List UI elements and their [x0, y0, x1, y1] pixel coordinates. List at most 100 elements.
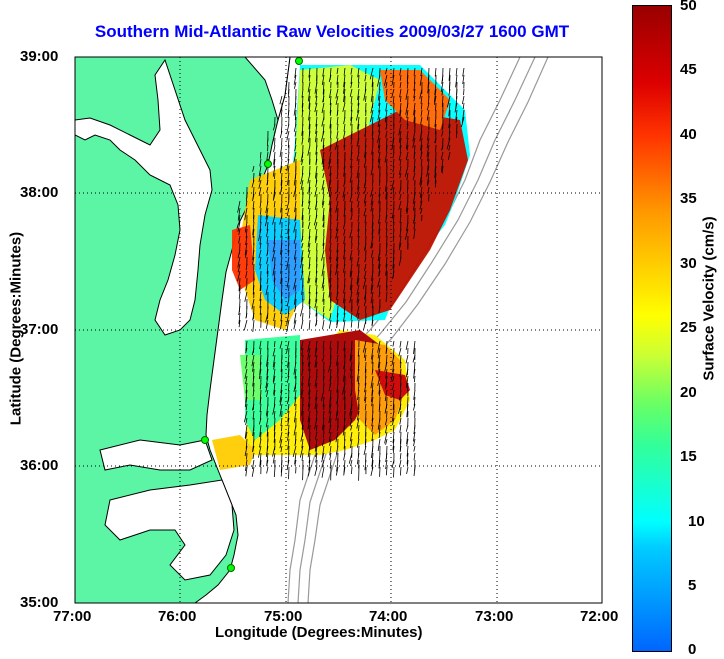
velocity-arrow — [343, 312, 346, 322]
velocity-arrow — [314, 438, 318, 452]
velocity-arrow — [322, 291, 325, 302]
velocity-arrow — [350, 165, 353, 174]
velocity-arrow — [343, 179, 346, 187]
velocity-arrow — [391, 179, 395, 191]
velocity-arrow — [308, 67, 311, 78]
velocity-arrow — [238, 235, 241, 244]
velocity-arrow — [448, 144, 451, 151]
velocity-arrow — [314, 130, 318, 143]
velocity-arrow — [406, 445, 409, 457]
velocity-arrow — [434, 137, 437, 144]
velocity-arrow — [357, 242, 360, 251]
velocity-arrow — [357, 186, 360, 195]
velocity-arrow — [377, 88, 381, 101]
velocity-arrow — [364, 417, 367, 426]
velocity-arrow — [294, 270, 297, 276]
velocity-arrow — [378, 214, 381, 224]
velocity-arrow — [288, 88, 290, 98]
velocity-arrow — [293, 235, 297, 244]
velocity-arrow — [245, 431, 248, 440]
velocity-arrow — [280, 228, 283, 238]
velocity-arrow — [280, 319, 283, 330]
velocity-arrow — [252, 445, 255, 452]
velocity-arrow — [392, 158, 395, 167]
velocity-arrow — [446, 137, 451, 150]
velocity-arrow — [370, 200, 374, 212]
velocity-arrow — [329, 417, 332, 428]
y-tick: 39:00 — [20, 48, 59, 65]
velocity-arrow — [356, 368, 360, 382]
velocity-arrow — [351, 375, 353, 384]
velocity-arrow — [265, 207, 269, 220]
y-tick: 37:00 — [20, 321, 59, 338]
velocity-arrow — [342, 186, 346, 198]
velocity-arrow — [245, 417, 248, 426]
axes-frame — [74, 56, 603, 604]
velocity-arrow — [349, 172, 353, 183]
velocity-arrow — [455, 109, 458, 120]
velocity-arrow — [308, 74, 311, 82]
velocity-arrow — [358, 431, 360, 440]
velocity-arrow — [399, 88, 402, 98]
velocity-arrow — [400, 361, 402, 369]
velocity-arrow — [363, 319, 367, 331]
velocity-arrow — [391, 354, 395, 365]
velocity-arrow — [259, 256, 262, 266]
velocity-arrow — [371, 431, 374, 442]
colorbar-tick: 50 — [680, 0, 697, 14]
velocity-arrow — [419, 172, 423, 185]
velocity-arrow — [335, 263, 339, 276]
velocity-arrow — [413, 375, 416, 383]
velocity-arrow — [323, 382, 325, 391]
velocity-arrow — [279, 431, 283, 443]
velocity-arrow — [327, 179, 332, 192]
velocity-arrow — [328, 396, 332, 408]
velocity-arrow — [321, 74, 325, 86]
velocity-arrow — [271, 249, 276, 262]
velocity-arrow — [279, 389, 283, 403]
velocity-arrow — [252, 452, 255, 460]
velocity-arrow — [266, 277, 269, 285]
velocity-arrow — [370, 375, 374, 389]
velocity-arrow — [350, 354, 353, 362]
velocity-arrow — [343, 305, 346, 315]
velocity-arrow — [405, 200, 409, 212]
velocity-arrow — [384, 431, 388, 444]
velocity-arrow — [322, 235, 325, 246]
x-tick: 76:00 — [158, 608, 197, 625]
velocity-arrow — [357, 347, 360, 357]
velocity-arrow — [286, 312, 290, 325]
velocity-arrow — [308, 179, 311, 193]
velocity-arrow — [308, 312, 311, 319]
velocity-arrow — [259, 340, 262, 350]
velocity-arrow — [293, 277, 297, 290]
velocity-arrow — [328, 158, 332, 169]
velocity-arrow — [300, 270, 304, 281]
velocity-arrow — [315, 95, 318, 105]
colorbar-tick: 0 — [688, 641, 697, 658]
velocity-arrow — [349, 228, 353, 239]
velocity-arrow — [392, 172, 395, 179]
velocity-arrow — [322, 158, 325, 167]
velocity-arrow — [328, 74, 332, 83]
velocity-arrow — [245, 340, 248, 352]
velocity-arrow — [419, 74, 423, 86]
velocity-arrow — [238, 319, 241, 328]
velocity-arrow — [377, 340, 381, 353]
y-tick: 35:00 — [20, 594, 59, 611]
velocity-arrow — [329, 88, 332, 99]
velocity-arrow — [399, 137, 402, 149]
velocity-arrow — [350, 284, 353, 293]
velocity-arrow — [307, 221, 311, 230]
velocity-arrow — [378, 95, 381, 106]
velocity-arrow — [259, 354, 262, 366]
velocity-arrow — [321, 452, 325, 463]
velocity-arrow — [427, 158, 430, 171]
velocity-arrow — [363, 179, 367, 189]
velocity-arrow — [314, 221, 318, 230]
velocity-arrow — [314, 431, 318, 440]
velocity-arrow — [321, 116, 325, 127]
velocity-arrow — [454, 102, 458, 113]
velocity-arrow — [392, 207, 395, 219]
velocity-arrow — [371, 130, 374, 140]
